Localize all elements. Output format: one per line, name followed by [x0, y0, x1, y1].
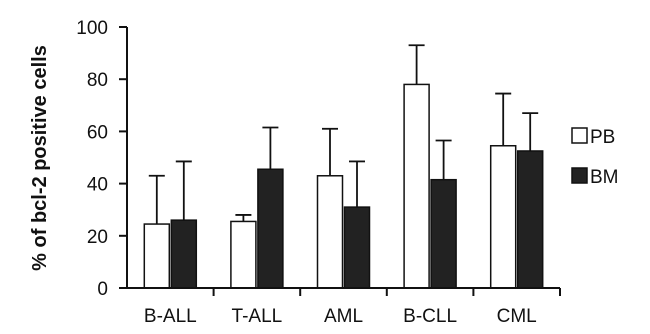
- legend: PB BM: [571, 127, 619, 188]
- legend-swatch-bm: [571, 167, 588, 184]
- x-tick-label: B-CLL: [403, 306, 457, 327]
- bar-pb: [143, 223, 171, 289]
- bar-pb: [403, 83, 430, 289]
- legend-label-pb: PB: [590, 127, 615, 148]
- y-axis-label: % of bcl-2 positive cells: [29, 45, 51, 271]
- y-axis-ticks: 0 20 40 60 80 100: [76, 18, 127, 300]
- y-tick-label: 60: [87, 122, 108, 143]
- y-tick-label: 100: [76, 18, 108, 39]
- bar-pb: [489, 145, 517, 289]
- y-tick-label: 80: [87, 70, 108, 91]
- bar-bm: [257, 168, 284, 289]
- bars: [143, 83, 544, 289]
- legend-label-bm: BM: [590, 167, 619, 188]
- y-tick-label: 40: [87, 175, 108, 196]
- bar-pb: [316, 175, 344, 289]
- bar-bm: [430, 178, 457, 289]
- error-bars: [148, 44, 539, 225]
- x-tick-label: CML: [497, 306, 537, 327]
- x-tick-label: AML: [324, 306, 363, 327]
- x-tick-label: T-ALL: [232, 306, 283, 327]
- bar-bm: [343, 206, 371, 289]
- bar-pb: [230, 220, 257, 289]
- bar-bm: [516, 150, 544, 289]
- legend-swatch-pb: [571, 127, 588, 144]
- x-axis-ticks: B-ALL T-ALL AML B-CLL CML: [144, 288, 561, 327]
- y-tick-label: 0: [97, 279, 108, 300]
- x-tick-label: B-ALL: [144, 306, 197, 327]
- y-tick-label: 20: [87, 227, 108, 248]
- bar-bm: [170, 219, 198, 289]
